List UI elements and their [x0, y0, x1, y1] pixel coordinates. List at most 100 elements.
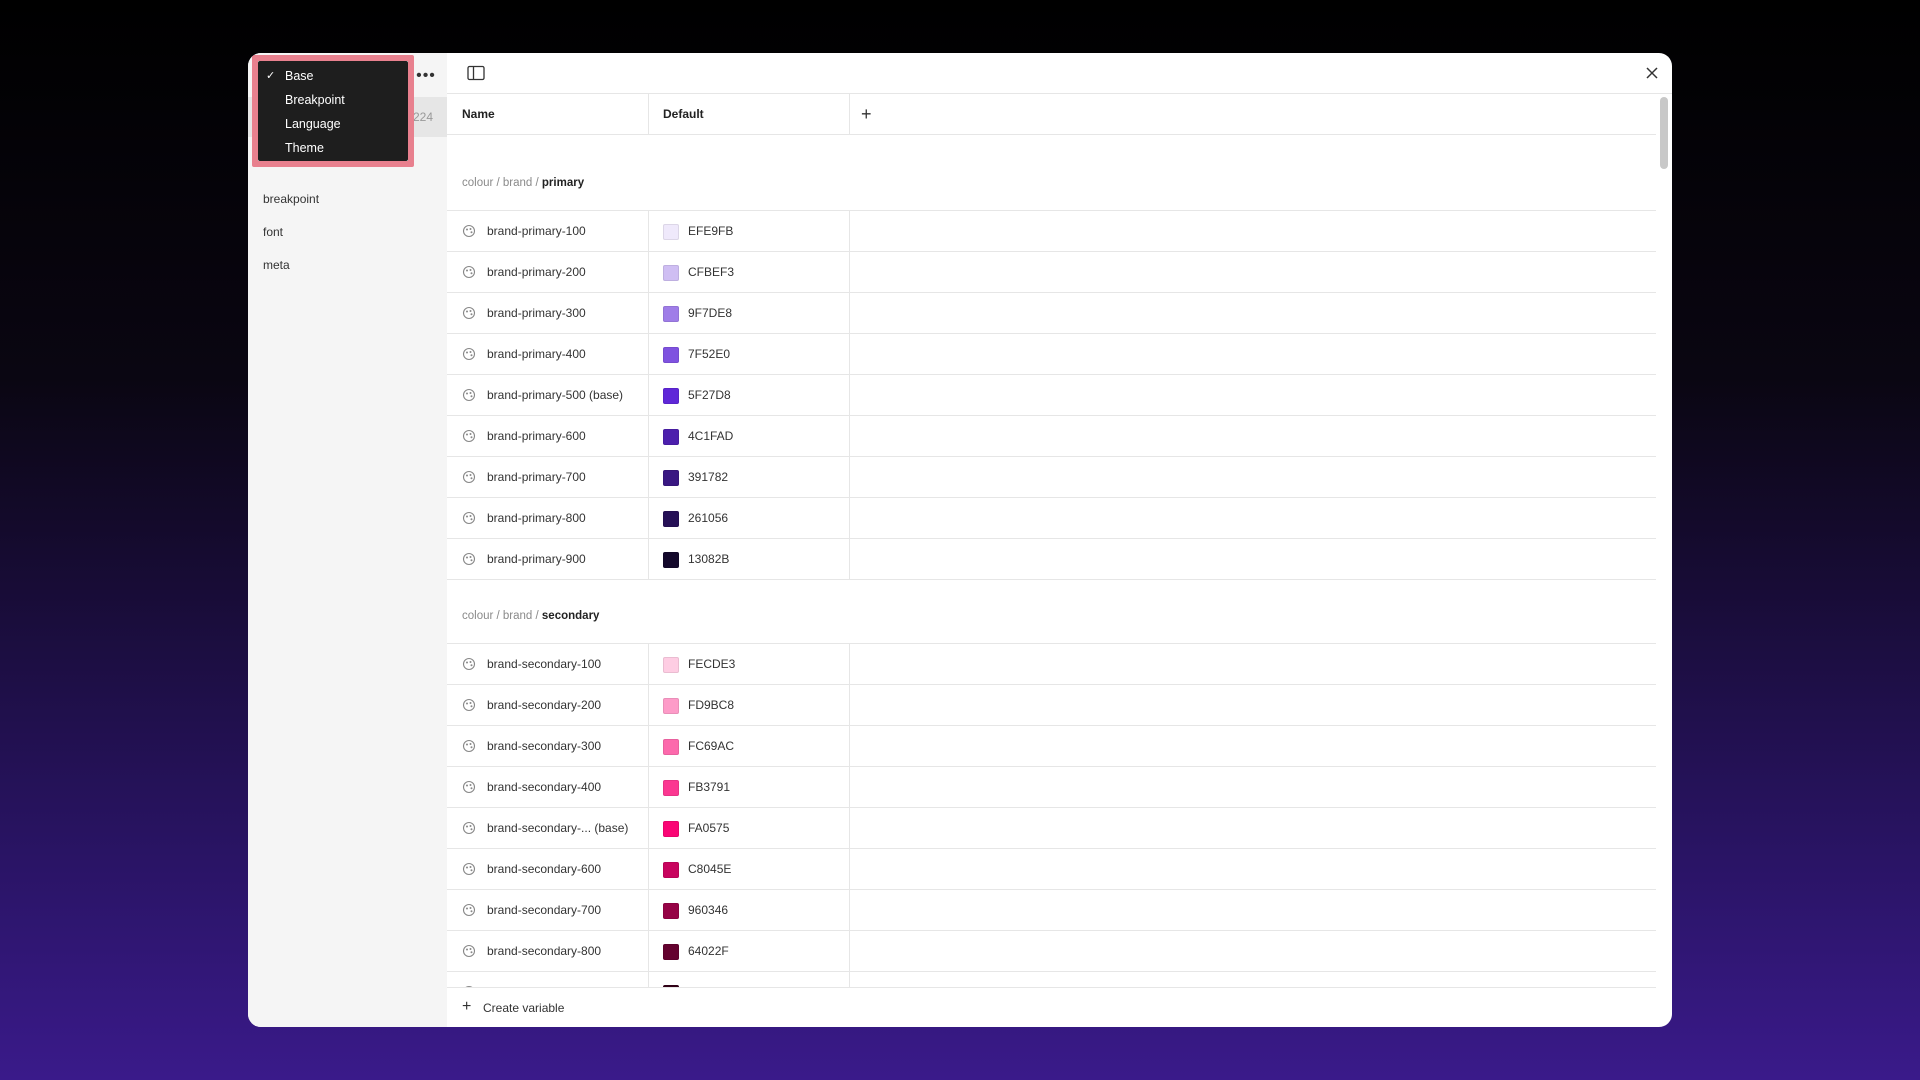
variable-value[interactable]: FB3791 — [688, 780, 731, 794]
variable-value[interactable]: 960346 — [688, 903, 729, 917]
variable-value[interactable]: FECDE3 — [688, 657, 736, 671]
color-variable-icon — [462, 698, 476, 712]
variable-value[interactable]: 64022F — [688, 944, 729, 958]
table-row[interactable]: brand-primary-800 261056 — [447, 498, 1656, 539]
column-divider — [648, 644, 649, 685]
variable-name[interactable]: brand-primary-400 — [487, 347, 586, 361]
sidebar-item-meta[interactable]: meta — [263, 258, 290, 272]
menu-item-base[interactable]: ✓ Base — [258, 64, 408, 88]
column-header-name[interactable]: Name — [462, 107, 495, 121]
variable-value[interactable]: FD9BC8 — [688, 698, 735, 712]
sidebar-item-breakpoint[interactable]: breakpoint — [263, 192, 320, 206]
color-swatch[interactable] — [663, 511, 679, 527]
table-row[interactable]: brand-primary-100 EFE9FB — [447, 211, 1656, 252]
color-swatch[interactable] — [663, 862, 679, 878]
variable-name[interactable]: brand-primary-700 — [487, 470, 586, 484]
color-swatch[interactable] — [663, 985, 679, 987]
table-row[interactable]: brand-secondary-800 64022F — [447, 931, 1656, 972]
variable-name[interactable]: brand-secondary-300 — [487, 739, 602, 753]
variable-value[interactable]: 7F52E0 — [688, 347, 731, 361]
color-swatch[interactable] — [663, 698, 679, 714]
top-bar — [447, 53, 1672, 94]
variable-value[interactable]: 261056 — [688, 511, 729, 525]
table-row[interactable]: brand-primary-200 CFBEF3 — [447, 252, 1656, 293]
variable-name[interactable]: brand-secondary-800 — [487, 944, 602, 958]
variable-name[interactable]: brand-primary-800 — [487, 511, 586, 525]
table-row[interactable]: brand-primary-400 7F52E0 — [447, 334, 1656, 375]
variable-value[interactable]: 9F7DE8 — [688, 306, 733, 320]
variable-name[interactable]: brand-primary-200 — [487, 265, 586, 279]
table-row[interactable]: brand-primary-900 13082B — [447, 539, 1656, 580]
column-divider — [648, 94, 649, 135]
variable-name[interactable]: brand-secondary-... (base) — [487, 821, 629, 835]
variable-name[interactable]: brand-primary-900 — [487, 552, 586, 566]
color-swatch[interactable] — [663, 903, 679, 919]
variable-name[interactable]: brand-primary-600 — [487, 429, 586, 443]
table-row[interactable]: brand-secondary-... (base) FA0575 — [447, 808, 1656, 849]
variable-value[interactable]: 5F27D8 — [688, 388, 731, 402]
color-swatch[interactable] — [663, 552, 679, 568]
variable-name[interactable]: brand-primary-300 — [487, 306, 586, 320]
color-swatch[interactable] — [663, 265, 679, 281]
scrollbar[interactable] — [1659, 97, 1669, 983]
color-swatch[interactable] — [663, 657, 679, 673]
table-row[interactable]: brand-primary-500 (base) 5F27D8 — [447, 375, 1656, 416]
variable-value[interactable]: FC69AC — [688, 739, 735, 753]
menu-item-breakpoint[interactable]: Breakpoint — [258, 88, 408, 112]
color-variable-icon — [462, 821, 476, 835]
variable-value[interactable]: EFE9FB — [688, 224, 734, 238]
variable-value[interactable]: 4C1FAD — [688, 429, 734, 443]
scrollbar-thumb[interactable] — [1660, 97, 1668, 169]
variable-name[interactable]: brand-primary-500 (base) — [487, 388, 624, 402]
column-divider — [849, 726, 850, 767]
column-divider — [648, 931, 649, 972]
variable-name[interactable]: brand-secondary-200 — [487, 698, 602, 712]
table-row[interactable]: brand-secondary-600 C8045E — [447, 849, 1656, 890]
color-variable-icon — [462, 224, 476, 238]
variable-value[interactable]: 391782 — [688, 470, 729, 484]
sidebar-toggle-icon[interactable] — [467, 65, 485, 81]
more-options-icon[interactable]: ••• — [416, 67, 436, 84]
variable-name[interactable]: brand-primary-100 — [487, 224, 586, 238]
menu-item-language[interactable]: Language — [258, 112, 408, 136]
color-swatch[interactable] — [663, 739, 679, 755]
row-divider — [447, 643, 1656, 644]
table-row[interactable]: brand-secondary-300 FC69AC — [447, 726, 1656, 767]
color-swatch[interactable] — [663, 944, 679, 960]
variable-value[interactable]: FA0575 — [688, 821, 730, 835]
variable-name[interactable]: brand-secondary-600 — [487, 862, 602, 876]
variable-value[interactable]: 320117 — [688, 972, 727, 987]
sidebar-item-font[interactable]: font — [263, 225, 284, 239]
color-swatch[interactable] — [663, 470, 679, 486]
variable-name[interactable]: brand-secondary-900 — [487, 972, 601, 987]
table-row[interactable]: brand-secondary-200 FD9BC8 — [447, 685, 1656, 726]
color-swatch[interactable] — [663, 306, 679, 322]
menu-item-theme[interactable]: Theme — [258, 136, 408, 160]
variable-value[interactable]: 13082B — [688, 552, 730, 566]
variable-name[interactable]: brand-secondary-400 — [487, 780, 602, 794]
table-row[interactable]: brand-secondary-700 960346 — [447, 890, 1656, 931]
table-row[interactable]: brand-primary-600 4C1FAD — [447, 416, 1656, 457]
variable-value[interactable]: C8045E — [688, 862, 732, 876]
color-swatch[interactable] — [663, 429, 679, 445]
color-swatch[interactable] — [663, 780, 679, 796]
table-row[interactable]: brand-secondary-400 FB3791 — [447, 767, 1656, 808]
variable-name[interactable]: brand-secondary-700 — [487, 903, 602, 917]
table-row[interactable]: brand-primary-300 9F7DE8 — [447, 293, 1656, 334]
color-swatch[interactable] — [663, 347, 679, 363]
add-column-button[interactable]: + — [861, 104, 872, 124]
column-divider — [648, 849, 649, 890]
group-label: colour / brand / primary — [462, 173, 584, 193]
group-label: colour / brand / secondary — [462, 606, 599, 626]
create-variable-button[interactable]: Create variable — [483, 1001, 565, 1015]
close-icon[interactable] — [1644, 65, 1660, 81]
variable-name[interactable]: brand-secondary-100 — [487, 657, 602, 671]
table-row[interactable]: brand-secondary-900 320117 — [447, 972, 1656, 987]
column-header-default[interactable]: Default — [663, 107, 704, 121]
color-swatch[interactable] — [663, 388, 679, 404]
table-row[interactable]: brand-secondary-100 FECDE3 — [447, 644, 1656, 685]
color-swatch[interactable] — [663, 821, 679, 837]
color-swatch[interactable] — [663, 224, 679, 240]
variable-value[interactable]: CFBEF3 — [688, 265, 735, 279]
table-row[interactable]: brand-primary-700 391782 — [447, 457, 1656, 498]
